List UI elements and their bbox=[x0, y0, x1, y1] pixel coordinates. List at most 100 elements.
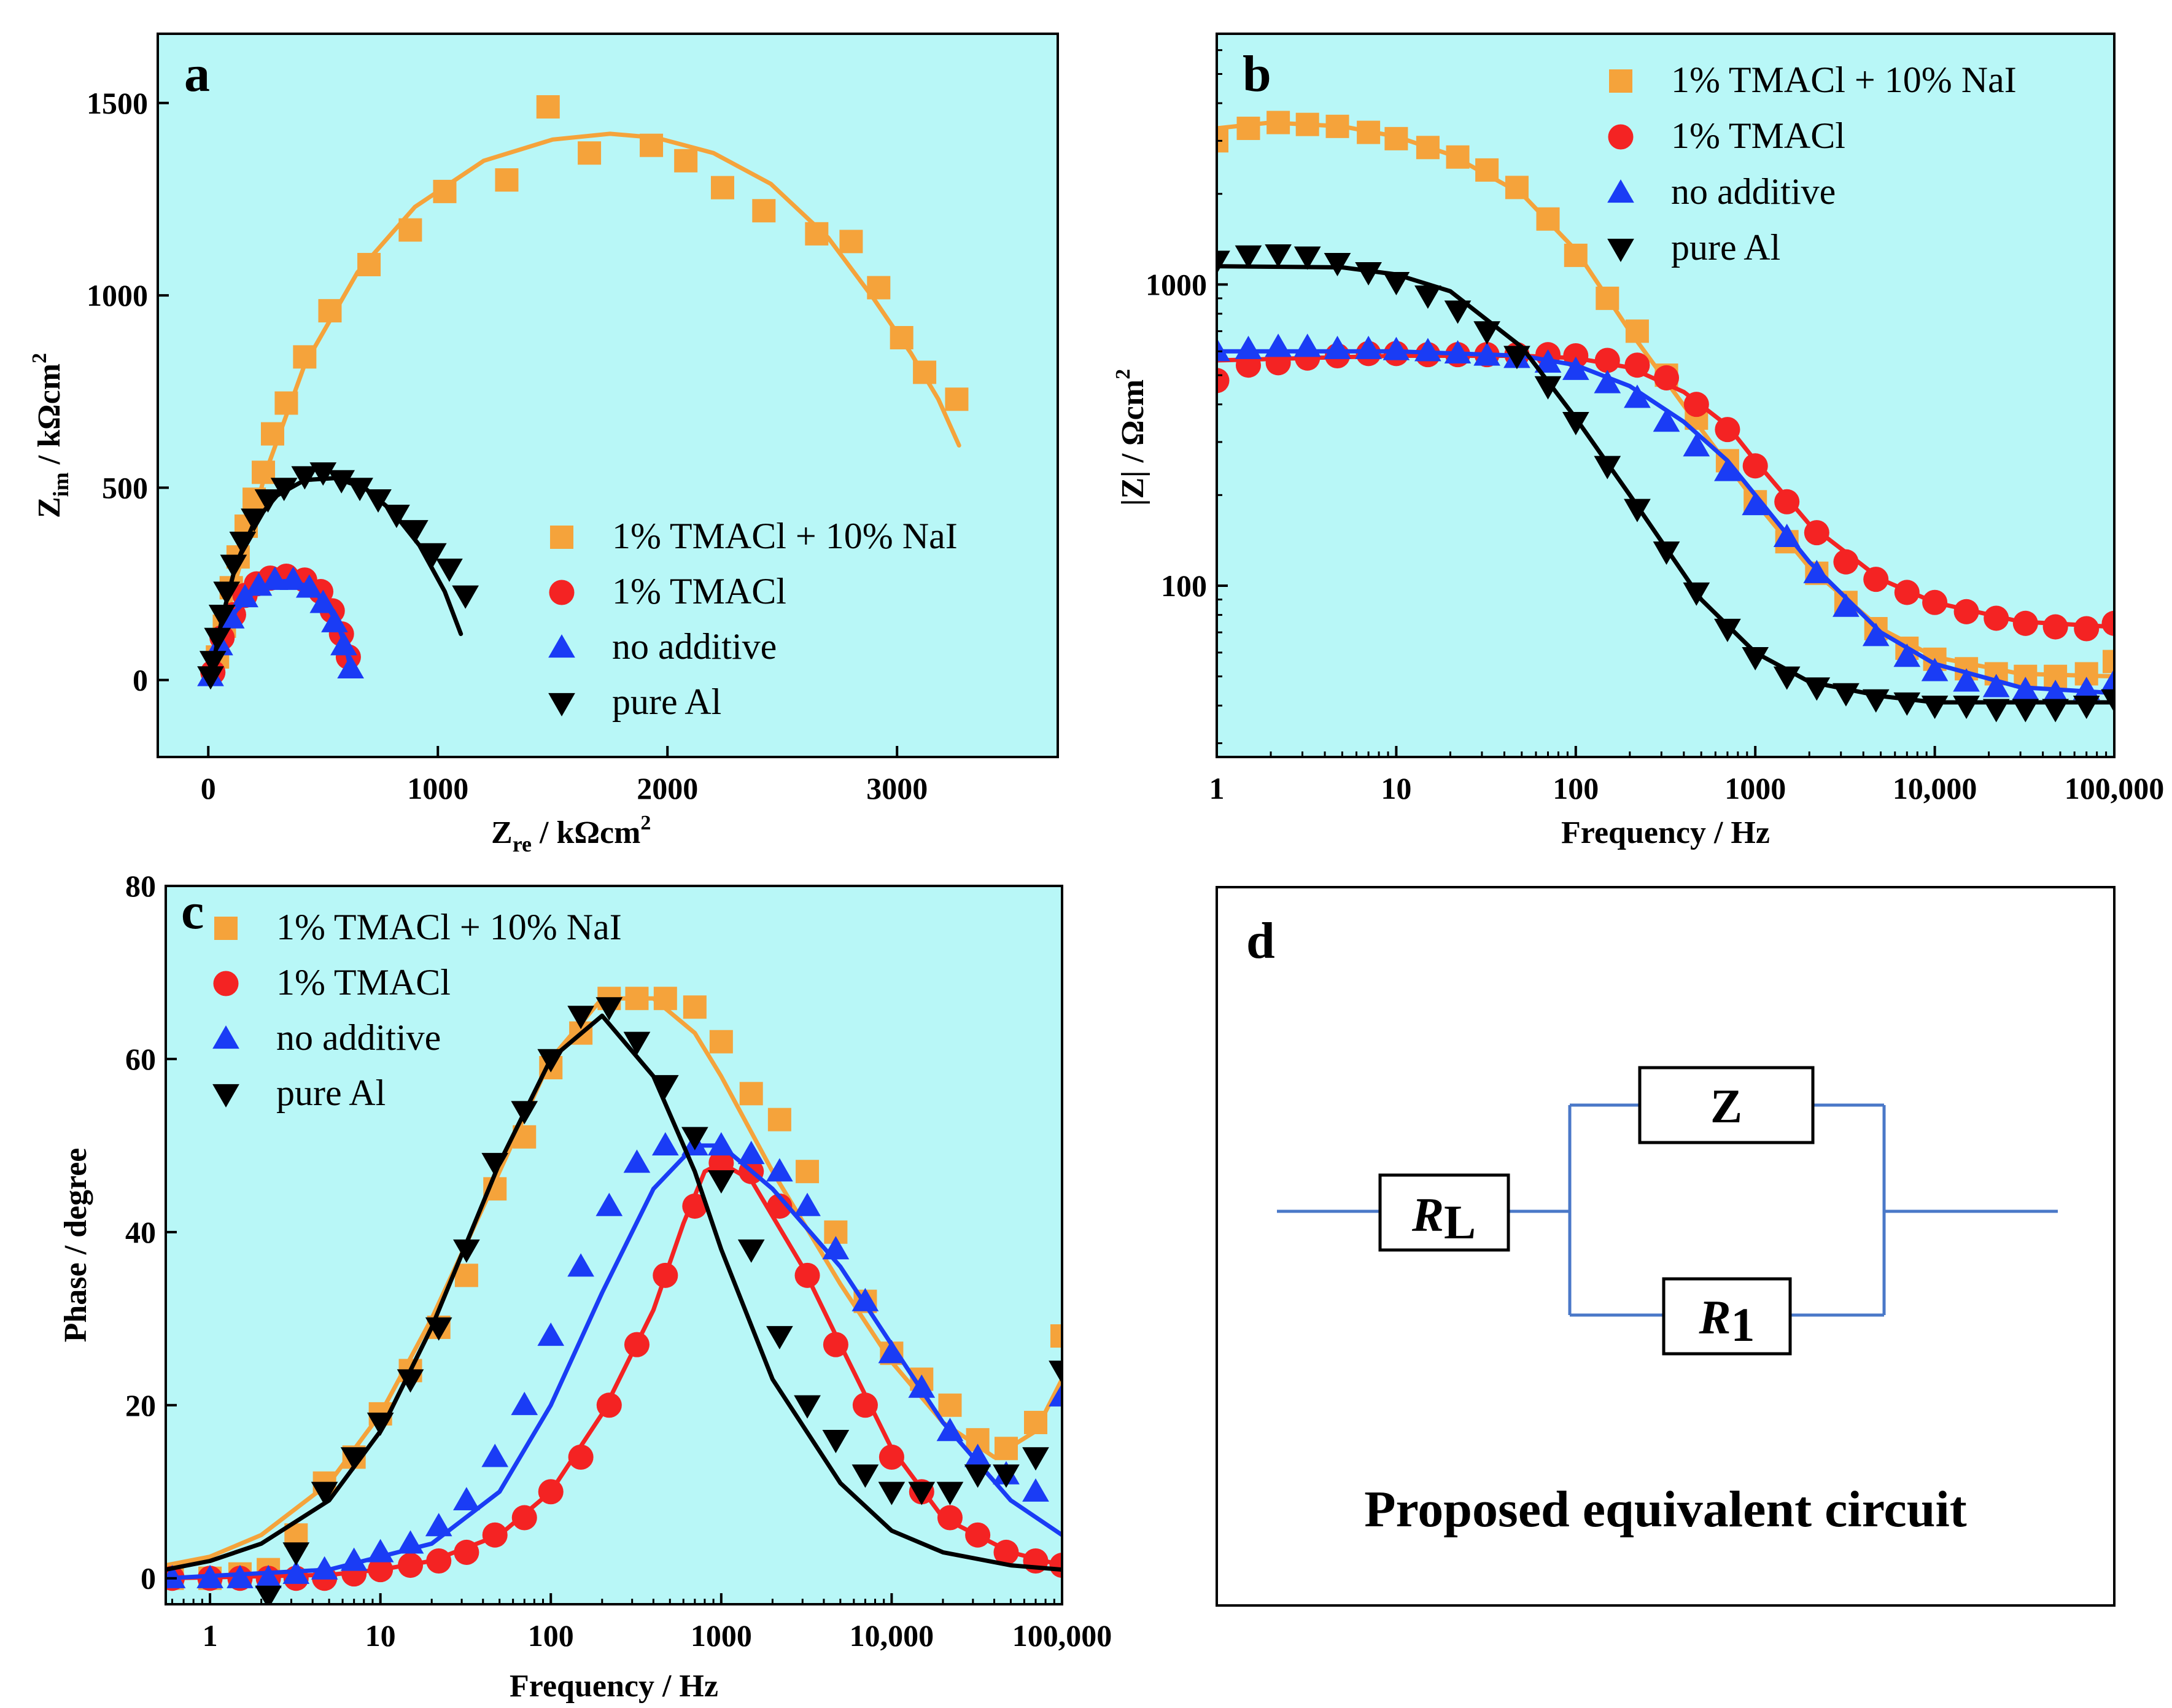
data-point-c-2-12 bbox=[511, 1391, 538, 1415]
panel-label-b: b bbox=[1243, 45, 1271, 103]
data-point-b-0-30 bbox=[2103, 650, 2114, 673]
data-point-b-3-3 bbox=[1294, 246, 1321, 270]
data-point-b-2-6 bbox=[1383, 336, 1410, 360]
xtick-label-a-3: 3000 bbox=[866, 771, 928, 805]
data-point-a-0-15 bbox=[536, 95, 560, 119]
data-point-b-1-30 bbox=[2101, 610, 2114, 636]
data-point-b-1-13 bbox=[1594, 347, 1620, 373]
y-axis-label-b: |Z| / Ωcm2 bbox=[1112, 369, 1150, 506]
x-axis-label-c: Frequency / Hz bbox=[510, 1669, 718, 1704]
xtick-label-c-2: 100 bbox=[528, 1618, 574, 1653]
y-axis-label-b-main: |Z| / Ωcm bbox=[1115, 379, 1150, 506]
data-point-b-3-10 bbox=[1503, 346, 1530, 370]
data-point-b-0-12 bbox=[1564, 243, 1588, 267]
data-point-b-2-0 bbox=[1217, 338, 1230, 362]
ytick-label-c-1: 20 bbox=[125, 1388, 156, 1423]
data-point-b-1-0 bbox=[1217, 368, 1230, 394]
data-point-c-2-3 bbox=[255, 1564, 282, 1588]
data-point-b-1-22 bbox=[1863, 567, 1889, 592]
data-point-c-2-21 bbox=[766, 1158, 793, 1182]
data-point-b-0-6 bbox=[1384, 126, 1408, 150]
legend-a: 1% TMACl + 10% NaI 1% TMACl no additive pur… bbox=[548, 516, 958, 722]
x-axis-label-a: Zre / kΩcm2 bbox=[491, 812, 651, 856]
data-point-b-2-13 bbox=[1594, 370, 1621, 394]
data-point-b-3-24 bbox=[1921, 696, 1949, 720]
data-point-b-3-19 bbox=[1773, 666, 1801, 690]
x-axis-label-a-sub: re bbox=[513, 832, 532, 856]
data-point-a-3-1 bbox=[199, 651, 227, 675]
rl-label: RL bbox=[1411, 1188, 1476, 1249]
data-point-c-0-31 bbox=[1050, 1324, 1062, 1348]
data-point-c-3-18 bbox=[766, 1326, 793, 1349]
series-b-3 bbox=[1217, 244, 2114, 723]
rl-label-sub: L bbox=[1444, 1195, 1476, 1249]
data-point-c-2-22 bbox=[794, 1192, 821, 1216]
fit-line-c-3 bbox=[166, 1013, 1062, 1572]
data-point-c-2-13 bbox=[537, 1322, 565, 1346]
data-point-b-2-21 bbox=[1833, 593, 1860, 617]
data-point-c-2-25 bbox=[878, 1340, 906, 1364]
data-point-c-0-22 bbox=[796, 1160, 820, 1184]
data-point-a-0-11 bbox=[357, 252, 381, 276]
data-point-b-3-9 bbox=[1473, 321, 1500, 345]
data-point-b-3-7 bbox=[1414, 285, 1441, 309]
data-point-c-1-21 bbox=[767, 1194, 793, 1219]
data-point-c-3-15 bbox=[681, 1127, 708, 1151]
data-point-c-1-14 bbox=[568, 1444, 594, 1470]
data-point-b-2-26 bbox=[1982, 673, 2010, 697]
data-point-b-3-2 bbox=[1265, 244, 1292, 268]
plot-area-b bbox=[1217, 34, 2114, 757]
data-point-b-2-12 bbox=[1562, 356, 1589, 380]
data-point-b-2-14 bbox=[1624, 384, 1651, 408]
data-point-c-2-11 bbox=[481, 1443, 509, 1467]
data-point-a-3-15 bbox=[383, 505, 410, 529]
data-point-c-3-9 bbox=[511, 1101, 538, 1125]
data-point-c-3-1 bbox=[282, 1542, 310, 1566]
data-point-a-0-9 bbox=[293, 345, 317, 369]
data-point-c-0-18 bbox=[683, 995, 707, 1019]
legend-label-c-0: 1% TMACl + 10% NaI bbox=[276, 907, 622, 947]
xtick-label-c-0: 1 bbox=[203, 1618, 218, 1653]
data-point-b-1-29 bbox=[2074, 616, 2100, 642]
panel-label-a: a bbox=[184, 45, 210, 103]
data-point-c-2-15 bbox=[595, 1192, 623, 1216]
data-point-a-3-19 bbox=[452, 585, 479, 609]
data-point-b-2-16 bbox=[1683, 433, 1710, 457]
data-point-b-1-21 bbox=[1833, 549, 1859, 575]
panel-label-c: c bbox=[181, 883, 204, 940]
legend-marker-b-2 bbox=[1607, 179, 1634, 203]
data-point-b-0-13 bbox=[1596, 286, 1619, 310]
data-point-c-1-19 bbox=[708, 1150, 734, 1176]
data-point-c-2-23 bbox=[822, 1236, 850, 1260]
legend-label-c-2: no additive bbox=[276, 1017, 441, 1058]
data-point-a-3-3 bbox=[208, 605, 236, 629]
data-point-a-3-12 bbox=[328, 470, 355, 494]
data-point-c-1-13 bbox=[538, 1479, 564, 1505]
data-point-a-0-26 bbox=[945, 387, 969, 411]
data-point-b-0-9 bbox=[1475, 158, 1499, 182]
data-point-a-2-8 bbox=[309, 589, 337, 613]
data-point-b-2-7 bbox=[1414, 338, 1441, 362]
data-point-c-3-26 bbox=[993, 1464, 1020, 1488]
data-point-c-1-16 bbox=[624, 1332, 650, 1357]
data-point-c-3-16 bbox=[707, 1170, 735, 1194]
data-point-c-2-31 bbox=[1049, 1383, 1062, 1407]
data-point-c-1-31 bbox=[1049, 1553, 1062, 1578]
data-point-c-1-15 bbox=[596, 1392, 622, 1418]
legend-c: 1% TMACl + 10% NaI 1% TMACl no additive pur… bbox=[212, 907, 622, 1113]
xtick-label-b-4: 10,000 bbox=[1893, 771, 1977, 805]
data-point-c-2-19 bbox=[707, 1132, 735, 1156]
data-point-a-2-9 bbox=[321, 608, 348, 632]
data-point-c-2-14 bbox=[567, 1253, 594, 1277]
data-point-b-2-4 bbox=[1324, 335, 1351, 359]
ytick-label-a-1: 500 bbox=[102, 470, 148, 505]
data-point-c-2-6 bbox=[340, 1547, 368, 1571]
data-point-b-2-8 bbox=[1444, 340, 1472, 363]
data-point-b-1-20 bbox=[1804, 520, 1829, 546]
xtick-label-b-2: 100 bbox=[1553, 771, 1599, 805]
x-axis-label-a-unit: / kΩcm bbox=[532, 815, 640, 850]
data-point-c-1-11 bbox=[482, 1522, 508, 1548]
data-point-c-1-9 bbox=[426, 1548, 452, 1574]
data-point-b-0-11 bbox=[1536, 207, 1560, 231]
data-point-b-0-10 bbox=[1505, 176, 1529, 200]
